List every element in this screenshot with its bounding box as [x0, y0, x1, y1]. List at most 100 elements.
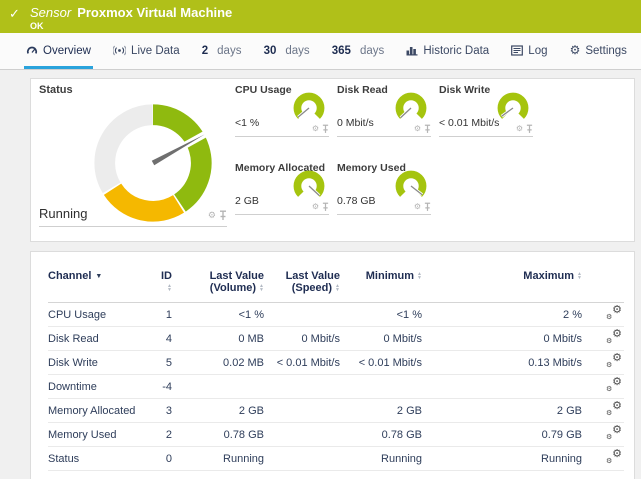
pin-icon[interactable] [219, 210, 227, 221]
tab-settings[interactable]: ⚙ Settings [568, 33, 629, 69]
gear-icon: ⚙ [569, 43, 581, 57]
status-gauge [94, 104, 212, 222]
cell-channel: Memory Used [48, 422, 154, 447]
sort-toggle-icon[interactable]: ▲ ▼ [417, 271, 422, 282]
sort-desc-icon[interactable]: ▼ [95, 272, 103, 280]
column-label: Last Value [209, 270, 264, 282]
column-header-channel[interactable]: Channel ▼ [48, 252, 154, 303]
channel-settings-icon[interactable]: ⚙ ⚙ [606, 400, 622, 418]
pin-icon[interactable] [424, 202, 431, 212]
cell-min: Running [340, 446, 422, 471]
cell-channel: Disk Write [48, 350, 154, 375]
column-label: Channel [48, 270, 92, 282]
gear-icon[interactable]: ⚙ [311, 124, 319, 133]
gear-icon[interactable]: ⚙ [515, 124, 523, 133]
tab-number: 365 [331, 44, 351, 57]
pin-icon[interactable] [322, 124, 329, 134]
tab-365-days[interactable]: 365 days [330, 33, 386, 69]
cell-speed [264, 398, 340, 423]
channel-settings-icon[interactable]: ⚙ ⚙ [606, 448, 622, 466]
cell-volume: 0.78 GB [172, 422, 264, 447]
status-badge: OK [30, 21, 44, 31]
tile-title: Disk Write [439, 84, 491, 96]
tab-bar: Overview Live Data 2 days 30 days 365 days Histo… [0, 33, 641, 70]
tab-label: Log [528, 44, 548, 57]
column-header-speed[interactable]: Last Value (Speed) ▲ ▼ [264, 252, 340, 303]
overview-panel: Status Running ⚙ CPU Usage <1 % ⚙ Disk Read… [30, 78, 635, 242]
main-content: Status Running ⚙ CPU Usage <1 % ⚙ Disk Read… [0, 70, 641, 479]
channel-settings-icon[interactable]: ⚙ ⚙ [606, 304, 622, 322]
tile-title: Memory Allocated [235, 162, 326, 174]
status-tile-footer: Running ⚙ [39, 206, 227, 227]
gear-icon[interactable]: ⚙ [413, 124, 421, 133]
mini-gauge [395, 92, 427, 119]
gauge-tile-memory-allocated: Memory Allocated 2 GB ⚙ [235, 162, 329, 215]
cell-min: <1 % [340, 302, 422, 327]
cell-speed [264, 422, 340, 447]
cell-speed [264, 374, 340, 399]
pin-icon[interactable] [322, 202, 329, 212]
cell-id: 3 [154, 398, 172, 423]
gear-icon[interactable]: ⚙ [311, 202, 319, 211]
pin-icon[interactable] [424, 124, 431, 134]
column-header-volume[interactable]: Last Value (Volume) ▲ ▼ [172, 252, 264, 303]
channel-table: Channel ▼ ID ▲ ▼ Last Value (Volume) ▲ ▼ Last Val… [48, 252, 624, 471]
column-sublabel: (Volume) [209, 282, 257, 294]
tab-overview[interactable]: Overview [24, 33, 93, 69]
cell-id: -4 [154, 374, 172, 399]
table-row: Disk Read 4 0 MB 0 Mbit/s 0 Mbit/s 0 Mbit/s ⚙ ⚙ [48, 326, 624, 351]
tab-historic-data[interactable]: Historic Data [404, 33, 491, 69]
sort-toggle-icon[interactable]: ▲ ▼ [259, 283, 264, 294]
cell-max [422, 374, 582, 399]
tab-number: 2 [201, 44, 209, 57]
column-header-id[interactable]: ID ▲ ▼ [154, 252, 172, 303]
page-title: Proxmox Virtual Machine [77, 5, 233, 20]
tile-value: <1 % [235, 117, 260, 129]
channel-settings-icon[interactable]: ⚙ ⚙ [606, 424, 622, 442]
cell-max: 0.79 GB [422, 422, 582, 447]
sensor-kind-label: Sensor [30, 5, 72, 20]
sensor-breadcrumb: Sensor Proxmox Virtual Machine [30, 5, 641, 20]
log-icon [511, 45, 524, 56]
tile-actions: ⚙ [414, 124, 431, 134]
cell-max: Running [422, 446, 582, 471]
sort-toggle-icon[interactable]: ▲ ▼ [167, 283, 172, 294]
column-header-max[interactable]: Maximum ▲ ▼ [422, 252, 582, 303]
tab-log[interactable]: Log [509, 33, 549, 69]
pin-icon[interactable] [526, 124, 533, 134]
tab-label: Historic Data [423, 44, 490, 57]
tab-30-days[interactable]: 30 days [262, 33, 312, 69]
gear-icon[interactable]: ⚙ [413, 202, 421, 211]
channel-table-panel: Channel ▼ ID ▲ ▼ Last Value (Volume) ▲ ▼ Last Val… [30, 251, 635, 479]
tab-label: Live Data [131, 44, 180, 57]
table-row: CPU Usage 1 <1 % <1 % 2 % ⚙ ⚙ [48, 302, 624, 327]
sort-toggle-icon[interactable]: ▲ ▼ [577, 271, 582, 282]
cell-max: 0.13 Mbit/s [422, 350, 582, 375]
tab-2-days[interactable]: 2 days [200, 33, 244, 69]
column-header-min[interactable]: Minimum ▲ ▼ [340, 252, 422, 303]
table-row: Downtime -4 ⚙ ⚙ [48, 374, 624, 399]
tab-label: Overview [43, 44, 91, 57]
cell-min: 0.78 GB [340, 422, 422, 447]
tile-actions: ⚙ [516, 124, 533, 134]
gear-icon[interactable]: ⚙ [207, 210, 216, 220]
gauge-tile-memory-used: Memory Used 0.78 GB ⚙ [337, 162, 431, 215]
tab-live-data[interactable]: Live Data [111, 33, 182, 69]
tile-actions: ⚙ [312, 124, 329, 134]
tile-value: < 0.01 Mbit/s [439, 117, 500, 129]
cell-channel: Memory Allocated [48, 398, 154, 423]
cell-channel: Status [48, 446, 154, 471]
cell-volume: 2 GB [172, 398, 264, 423]
channel-settings-icon[interactable]: ⚙ ⚙ [606, 376, 622, 394]
cell-speed [264, 302, 340, 327]
gauge-tile-disk-write: Disk Write < 0.01 Mbit/s ⚙ [439, 84, 533, 137]
cell-volume: Running [172, 446, 264, 471]
cell-speed: 0 Mbit/s [264, 326, 340, 351]
tile-actions: ⚙ [414, 202, 431, 212]
channel-settings-icon[interactable]: ⚙ ⚙ [606, 328, 622, 346]
cell-id: 4 [154, 326, 172, 351]
channel-settings-icon[interactable]: ⚙ ⚙ [606, 352, 622, 370]
sort-toggle-icon[interactable]: ▲ ▼ [335, 283, 340, 294]
cell-min [340, 374, 422, 399]
tab-label: days [217, 44, 242, 57]
